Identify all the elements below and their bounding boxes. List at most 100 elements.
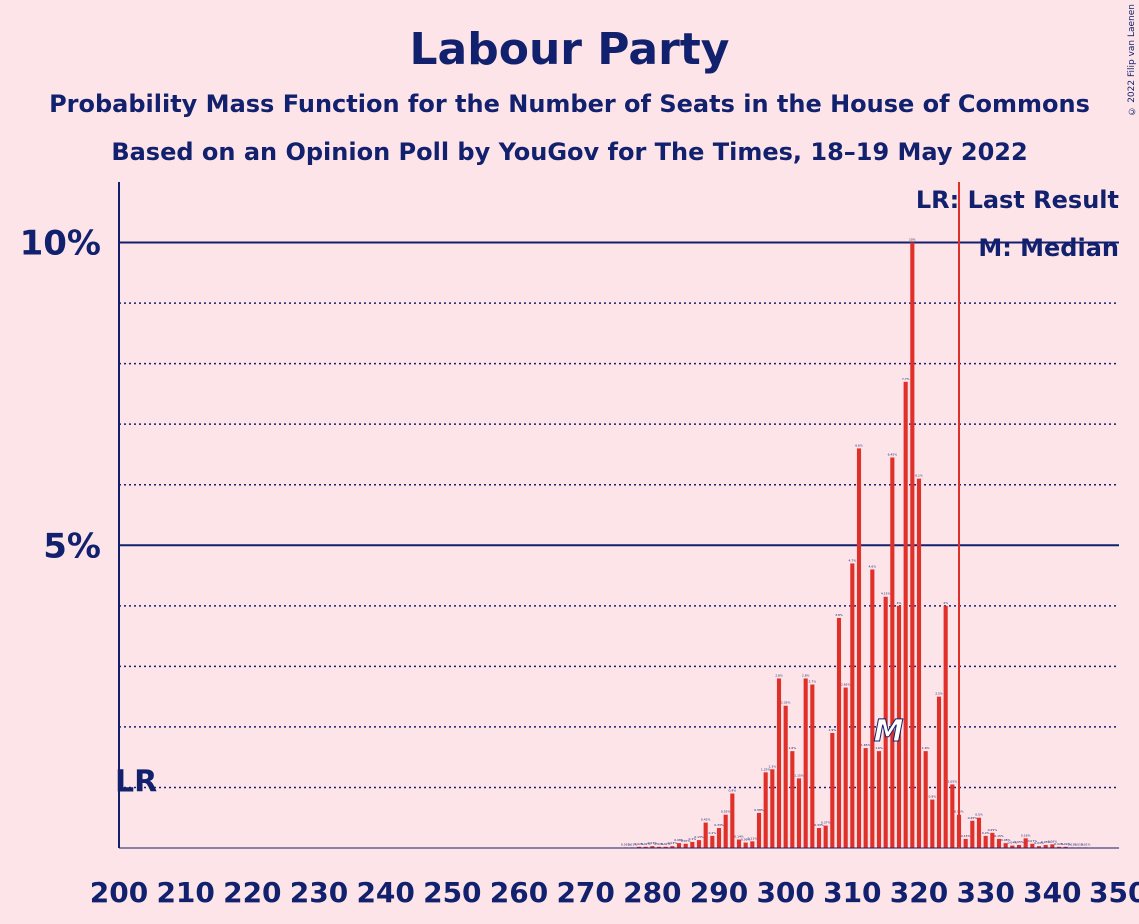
bar <box>723 814 728 848</box>
last-result-marker-label: LR <box>115 764 157 799</box>
bar-value-label: 1.6% <box>789 746 797 750</box>
bar-value-label: 1.05% <box>948 779 958 783</box>
bar-value-label: 0.33% <box>714 823 724 827</box>
bar <box>703 822 708 848</box>
bar-value-label: 6.45% <box>888 452 898 456</box>
bar-value-label: 0.42% <box>701 818 711 822</box>
bar-value-label: 0.25% <box>988 828 998 832</box>
bar <box>696 840 702 848</box>
bar <box>910 242 915 848</box>
bar-value-label: 0.09% <box>741 838 751 842</box>
bar-value-label: 2.35% <box>781 701 791 705</box>
y-tick-label: 5% <box>43 526 101 566</box>
bar-value-label: 0.03% <box>1034 841 1044 845</box>
legend-median: M: Median <box>978 234 1119 262</box>
bar <box>643 846 648 848</box>
bar <box>683 843 688 848</box>
bar <box>936 696 942 848</box>
bar-value-label: 1.15% <box>794 773 804 777</box>
bar <box>916 478 922 848</box>
bar <box>876 751 882 848</box>
bar <box>650 846 655 848</box>
bar <box>736 839 742 848</box>
bar-value-label: 1.9% <box>829 728 837 732</box>
bar-value-label: 0.07% <box>681 839 691 843</box>
bar <box>996 838 1002 848</box>
bar <box>730 793 735 848</box>
x-tick-label: 340 <box>1023 876 1081 909</box>
bar-value-label: 0.03% <box>668 841 678 845</box>
bar <box>950 784 955 848</box>
bar <box>1043 844 1048 848</box>
bar-value-label: 0.02% <box>641 842 651 846</box>
bar-value-label: 2.8% <box>802 673 810 677</box>
chart-title: Labour Party <box>409 24 730 75</box>
bar-value-label: 1.6% <box>875 746 883 750</box>
x-tick-label: 300 <box>756 876 814 909</box>
bar <box>710 835 715 848</box>
bar <box>716 828 722 848</box>
bar-value-label: 7.7% <box>902 377 910 381</box>
bar-value-label: 0.08% <box>1001 838 1011 842</box>
bar-value-label: 4.6% <box>869 564 877 568</box>
x-tick-label: 250 <box>423 876 481 909</box>
bar <box>1010 845 1015 848</box>
bar-value-label: 0.03% <box>648 841 658 845</box>
bar-value-label: 0.07% <box>1028 839 1038 843</box>
bar <box>1056 846 1062 848</box>
bar-value-label: 2.8% <box>775 673 783 677</box>
bar <box>890 457 895 848</box>
bar-value-label: 3.8% <box>835 613 843 617</box>
bar <box>1036 846 1042 848</box>
bar <box>763 772 768 848</box>
x-tick-label: 230 <box>290 876 348 909</box>
bar <box>1030 843 1035 848</box>
bar-value-label: 0.58% <box>754 808 764 812</box>
bar <box>903 381 908 848</box>
x-tick-label: 270 <box>556 876 614 909</box>
bar <box>850 563 855 848</box>
bar-value-label: 6.1% <box>915 474 923 478</box>
bar <box>896 605 902 848</box>
bar-value-label: 0.01% <box>1074 842 1084 846</box>
bar <box>823 825 828 848</box>
bar <box>870 569 875 848</box>
bar <box>750 841 755 848</box>
chart-subtitle-main: Probability Mass Function for the Number… <box>49 90 1090 118</box>
x-tick-label: 200 <box>90 876 148 909</box>
bar-value-label: 4% <box>897 601 902 605</box>
bar <box>743 842 748 848</box>
legend-last-result: LR: Last Result <box>915 186 1119 214</box>
x-axis-ticks: 200 210 220 230 240 250 260 270 280 290 300 310 320 3… <box>90 876 1139 909</box>
bar <box>676 843 682 848</box>
bar <box>930 799 935 848</box>
x-tick-label: 280 <box>623 876 681 909</box>
bar <box>663 846 668 848</box>
bar <box>803 678 808 848</box>
bar-value-label: 0.08% <box>674 838 684 842</box>
bar <box>670 846 675 848</box>
bar-value-label: 1.25% <box>761 767 771 771</box>
bar-series: 0.01%0.01%0.02%0.02%0.03%0.02%0.02%0.03%… <box>621 238 1091 848</box>
bar-value-label: 0.14% <box>734 835 744 839</box>
x-tick-label: 330 <box>956 876 1014 909</box>
bar-value-label: 0.13% <box>694 835 704 839</box>
bar-value-label: 0.02% <box>661 842 671 846</box>
x-tick-label: 290 <box>690 876 748 909</box>
x-tick-label: 240 <box>356 876 414 909</box>
bar <box>843 687 848 848</box>
bar-value-label: 0.55% <box>721 810 731 814</box>
bar <box>990 832 995 848</box>
bar <box>856 448 862 848</box>
bar-value-label: 10% <box>909 238 916 242</box>
y-tick-label: 10% <box>20 224 101 264</box>
bar-value-label: 0.1% <box>689 837 697 841</box>
bar <box>836 617 842 848</box>
bar-value-label: 0.01% <box>1081 842 1091 846</box>
bar <box>830 732 835 848</box>
bar-value-label: 2.7% <box>809 680 817 684</box>
bar-value-label: 0.04% <box>1008 841 1018 845</box>
x-tick-label: 320 <box>890 876 948 909</box>
bar <box>810 684 815 848</box>
